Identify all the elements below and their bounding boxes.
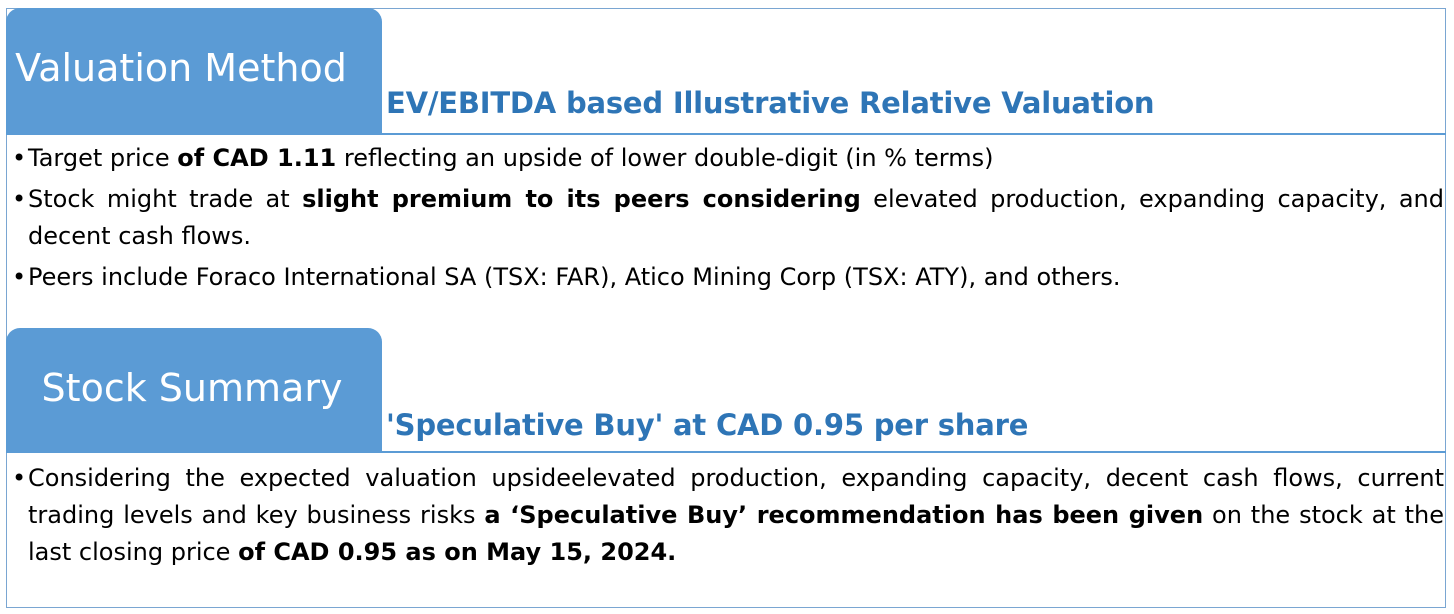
bullet-dot: • <box>12 185 27 213</box>
bullet-item: • Stock might trade at slight premium to… <box>12 181 1444 255</box>
bullet-item: • Peers include Foraco International SA … <box>12 259 1444 296</box>
stock-summary-tab: Stock Summary <box>6 328 382 452</box>
bullet-text: on the stock at the last closing price <box>28 501 1445 566</box>
bullet-text: Considering the expected valuation upsid… <box>28 464 1444 529</box>
bullet-dot: • <box>12 263 27 291</box>
bullet-bold-text: of CAD 1.11 <box>177 144 337 172</box>
section-divider <box>6 133 1446 135</box>
valuation-method-label: Valuation Method <box>15 46 347 90</box>
bullet-item: • Target price of CAD 1.11 reflecting an… <box>12 140 1444 177</box>
bullet-text: reflecting an upside of lower double-dig… <box>336 144 994 172</box>
bullet-dot: • <box>12 144 27 172</box>
stock-summary-label: Stock Summary <box>41 366 343 410</box>
bullet-text: Stock might trade at <box>28 185 303 213</box>
valuation-bullets: • Target price of CAD 1.11 reflecting an… <box>12 140 1444 296</box>
section-divider <box>6 451 1446 453</box>
report-frame <box>6 8 1446 608</box>
summary-bullets: • Considering the expected valuation ups… <box>12 460 1444 571</box>
valuation-subheading: EV/EBITDA based Illustrative Relative Va… <box>386 86 1155 120</box>
bullet-bold-text: of CAD 0.95 as on May 15, 2024. <box>238 538 677 566</box>
valuation-method-tab: Valuation Method <box>6 8 382 134</box>
bullet-text: elevated production, expanding capacity,… <box>28 185 1444 250</box>
summary-subheading: 'Speculative Buy' at CAD 0.95 per share <box>386 408 1029 442</box>
bullet-text: Target price <box>28 144 178 172</box>
bullet-item: • Considering the expected valuation ups… <box>12 460 1444 571</box>
bullet-text: Peers include Foraco International SA (T… <box>28 263 1121 291</box>
bullet-dot: • <box>12 464 27 492</box>
bullet-bold-text: slight premium to its peers considering <box>302 185 861 213</box>
bullet-bold-text: a ‘Speculative Buy’ recommendation has b… <box>484 501 1204 529</box>
